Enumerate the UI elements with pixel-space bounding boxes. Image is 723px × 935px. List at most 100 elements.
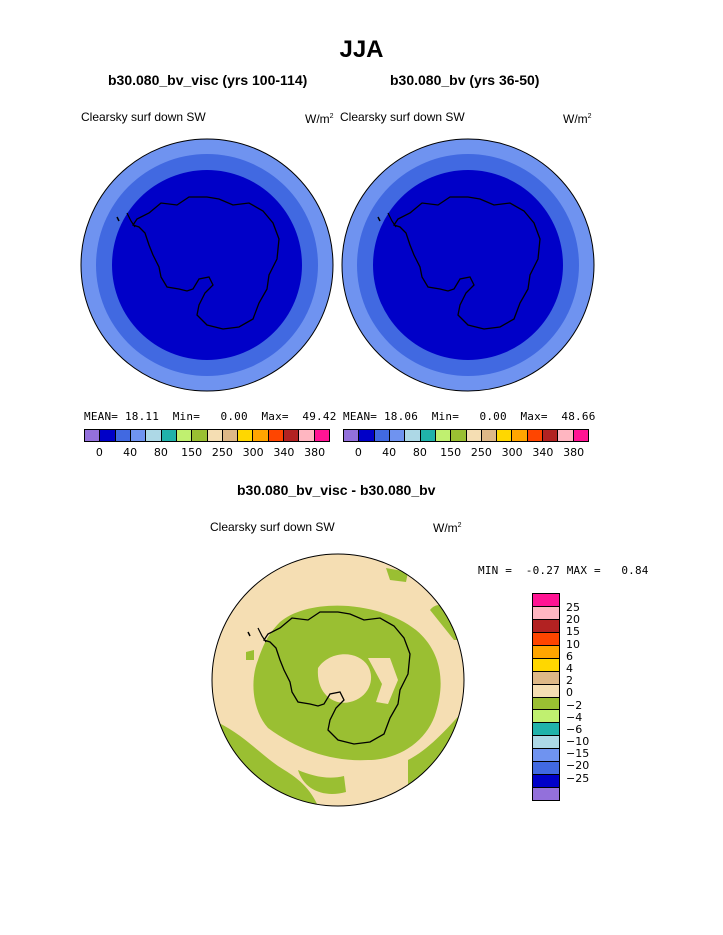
diff-colorbar: [532, 593, 560, 801]
legend-swatch: [533, 594, 559, 607]
colorbar-tick-label: 340: [273, 446, 295, 459]
colorbar-swatch: [497, 430, 513, 441]
legend-swatch: [533, 749, 559, 763]
colorbar-tick-label: 0: [354, 446, 362, 459]
colorbar-swatch: [299, 430, 315, 441]
legend-swatch: [533, 645, 559, 659]
legend-swatch: [533, 775, 559, 789]
colorbar-tick-label: 80: [153, 446, 168, 459]
colorbar-swatch: [284, 430, 300, 441]
colorbar-swatch: [85, 430, 101, 441]
colorbar-swatch: [481, 430, 498, 441]
colorbar-swatch: [268, 430, 285, 441]
diff-title: b30.080_bv_visc - b30.080_bv: [237, 482, 436, 498]
diff-units: W/m2: [433, 521, 462, 535]
legend-label: −6: [566, 722, 583, 736]
legend-label: 6: [566, 649, 573, 663]
diff-colorbar-labels: 25 20 15 10 6 4 2 0 −2 −4 −6 −10 −15 −20 −25: [566, 601, 590, 785]
colorbar-swatch: [146, 430, 162, 441]
colorbar-swatch: [435, 430, 452, 441]
colorbar-swatch: [238, 430, 254, 441]
legend-swatch: [533, 736, 559, 750]
legend-label: 4: [566, 661, 573, 675]
panel-2-map: [341, 138, 595, 392]
panel-1-units: W/m2: [305, 112, 334, 126]
colorbar-swatch: [176, 430, 193, 441]
colorbar-swatch: [207, 430, 223, 441]
legend-label: 20: [566, 613, 580, 627]
panel-1-stats: MEAN= 18.11 Min= 0.00 Max= 49.42: [84, 410, 337, 423]
colorbar-swatch: [374, 430, 390, 441]
colorbar-swatch: [527, 430, 544, 441]
colorbar-tick-label: 40: [382, 446, 397, 459]
colorbar-swatch: [451, 430, 467, 441]
diff-variable-label: Clearsky surf down SW: [210, 520, 335, 534]
colorbar-tick-label: 250: [470, 446, 492, 459]
panel-1-colorbar: [84, 429, 330, 442]
legend-swatch: [533, 697, 559, 711]
legend-label: 2: [566, 674, 573, 688]
legend-label: −2: [566, 698, 583, 712]
legend-swatch: [533, 762, 559, 776]
colorbar-swatch: [314, 430, 329, 441]
panel-2-colorbar: [343, 429, 589, 442]
colorbar-tick-label: 150: [440, 446, 462, 459]
panel-2-units: W/m2: [563, 112, 592, 126]
panel-1-title: b30.080_bv_visc (yrs 100-114): [108, 72, 308, 88]
diff-map: [211, 553, 465, 807]
colorbar-swatch: [466, 430, 482, 441]
main-title: JJA: [339, 36, 384, 63]
colorbar-tick-label: 380: [563, 446, 585, 459]
legend-label: −25: [566, 771, 590, 785]
colorbar-tick-label: 80: [412, 446, 427, 459]
panel-2-stats: MEAN= 18.06 Min= 0.00 Max= 48.66: [343, 410, 596, 423]
legend-label: 10: [566, 637, 580, 651]
colorbar-swatch: [100, 430, 116, 441]
colorbar-swatch: [161, 430, 177, 441]
colorbar-tick-label: 300: [501, 446, 523, 459]
legend-swatch: [533, 671, 559, 685]
legend-label: −10: [566, 735, 590, 749]
colorbar-tick-label: 0: [95, 446, 103, 459]
panel-1-variable-label: Clearsky surf down SW: [81, 110, 206, 124]
colorbar-swatch: [359, 430, 375, 441]
legend-label: 25: [566, 601, 580, 614]
colorbar-tick-label: 340: [532, 446, 554, 459]
legend-label: 15: [566, 625, 580, 639]
panel-2-variable-label: Clearsky surf down SW: [340, 110, 465, 124]
panel-1-map: [80, 138, 334, 392]
colorbar-tick-label: 250: [211, 446, 233, 459]
colorbar-tick-label: 380: [304, 446, 326, 459]
colorbar-swatch: [558, 430, 574, 441]
legend-label: −20: [566, 759, 590, 773]
colorbar-swatch: [573, 430, 588, 441]
legend-swatch: [533, 684, 559, 698]
colorbar-tick-label: 150: [181, 446, 203, 459]
colorbar-swatch: [130, 430, 147, 441]
legend-label: 0: [566, 686, 573, 700]
colorbar-swatch: [222, 430, 239, 441]
colorbar-swatch: [405, 430, 421, 441]
legend-swatch: [533, 788, 559, 800]
colorbar-tick-label: 40: [123, 446, 138, 459]
colorbar-swatch: [543, 430, 559, 441]
colorbar-swatch: [420, 430, 436, 441]
colorbar-swatch: [389, 430, 406, 441]
legend-label: −15: [566, 747, 590, 761]
colorbar-swatch: [344, 430, 360, 441]
colorbar-swatch: [115, 430, 131, 441]
colorbar-tick-label: 300: [242, 446, 264, 459]
colorbar-swatch: [512, 430, 528, 441]
legend-swatch: [533, 710, 559, 724]
legend-swatch: [533, 723, 559, 737]
colorbar-swatch: [192, 430, 208, 441]
legend-swatch: [533, 619, 559, 633]
legend-swatch: [533, 632, 559, 646]
panel-2-title: b30.080_bv (yrs 36-50): [390, 72, 540, 88]
legend-swatch: [533, 606, 559, 620]
colorbar-swatch: [253, 430, 269, 441]
legend-label: −4: [566, 710, 583, 724]
diff-stats: MIN = -0.27 MAX = 0.84: [478, 564, 649, 577]
legend-swatch: [533, 658, 559, 672]
